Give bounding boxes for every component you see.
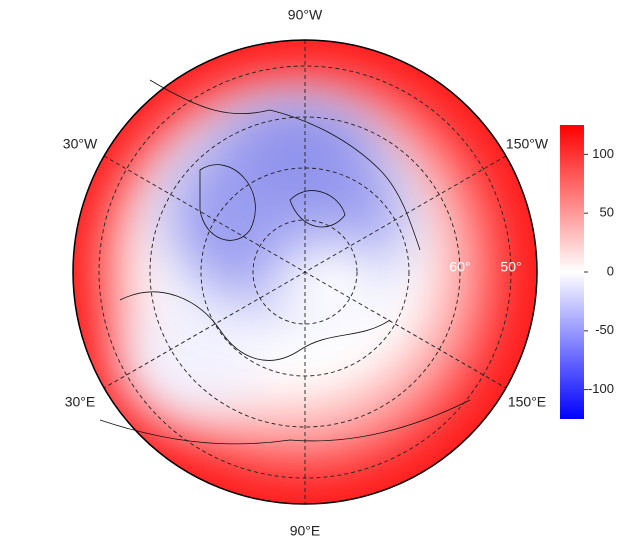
graticule: [98, 40, 512, 504]
lon-label: 90°E: [290, 523, 321, 539]
lon-label: 90°W: [288, 7, 323, 23]
colorbar-tick-label: -100: [588, 381, 614, 396]
colorbar: [560, 125, 584, 419]
lon-label: 150°W: [506, 136, 549, 152]
map-border: [72, 39, 538, 505]
colorbar-tick-label: 0: [607, 263, 614, 278]
lat-label: 60°: [449, 259, 470, 275]
colorbar-tick-label: 50: [600, 205, 614, 220]
lat-label: 50°: [500, 259, 521, 275]
field: [73, 40, 537, 504]
lon-label: 150°E: [508, 394, 546, 410]
colorbar-tick-label: 100: [592, 146, 614, 161]
lon-label: 30°E: [65, 394, 96, 410]
lon-label: 30°W: [63, 136, 98, 152]
colorbar-tick-label: -50: [595, 322, 614, 337]
coastlines: [99, 79, 471, 445]
